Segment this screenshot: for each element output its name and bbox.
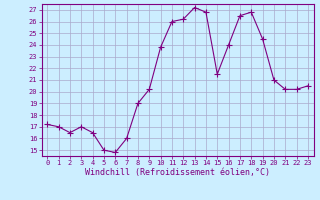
- X-axis label: Windchill (Refroidissement éolien,°C): Windchill (Refroidissement éolien,°C): [85, 168, 270, 177]
